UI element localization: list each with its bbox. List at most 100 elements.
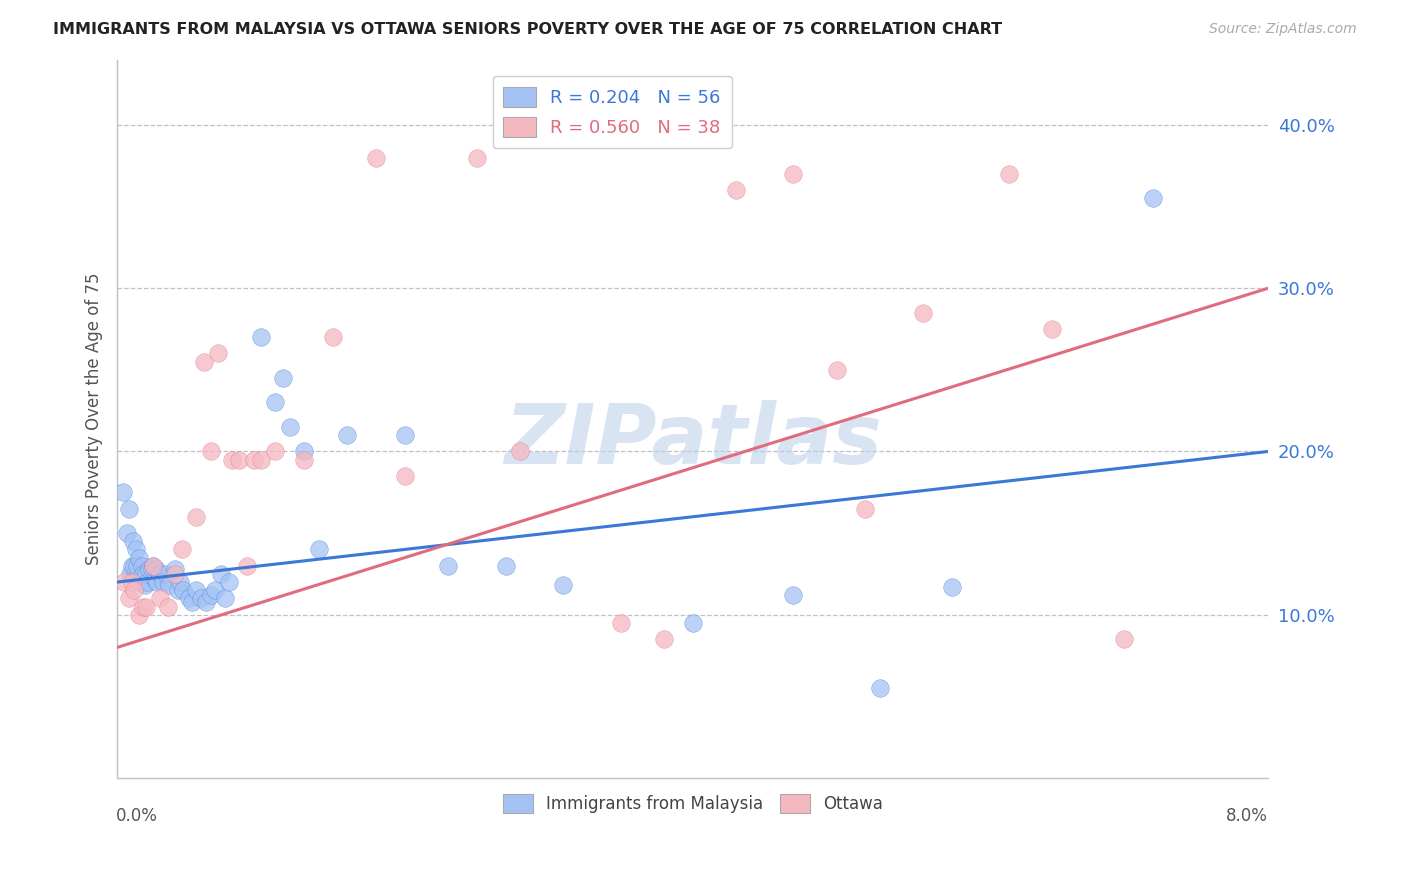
Point	[128, 550, 150, 565]
Point	[366, 151, 388, 165]
Point	[118, 591, 141, 606]
Point	[181, 595, 204, 609]
Point	[121, 558, 143, 573]
Point	[292, 452, 315, 467]
Point	[200, 444, 222, 458]
Point	[132, 599, 155, 614]
Point	[112, 575, 135, 590]
Point	[143, 572, 166, 586]
Point	[207, 346, 229, 360]
Point	[250, 452, 273, 467]
Y-axis label: Seniors Poverty Over the Age of 75: Seniors Poverty Over the Age of 75	[86, 273, 103, 565]
Point	[1114, 632, 1136, 647]
Point	[394, 469, 416, 483]
Point	[209, 566, 232, 581]
Text: 8.0%: 8.0%	[1226, 806, 1268, 825]
Point	[145, 562, 167, 576]
Point	[228, 452, 250, 467]
Point	[682, 615, 704, 630]
Point	[271, 371, 294, 385]
Point	[117, 526, 139, 541]
Point	[170, 542, 193, 557]
Point	[149, 566, 172, 581]
Point	[509, 444, 531, 458]
Point	[724, 183, 747, 197]
Point	[124, 558, 146, 573]
Point	[127, 558, 149, 573]
Point	[141, 562, 163, 576]
Point	[200, 588, 222, 602]
Point	[156, 599, 179, 614]
Point	[853, 501, 876, 516]
Point	[135, 566, 157, 581]
Point	[243, 452, 266, 467]
Point	[782, 167, 804, 181]
Point	[437, 558, 460, 573]
Point	[186, 509, 208, 524]
Point	[166, 583, 188, 598]
Point	[941, 580, 963, 594]
Point	[152, 575, 174, 590]
Point	[118, 501, 141, 516]
Point	[157, 578, 180, 592]
Point	[122, 534, 145, 549]
Point	[128, 607, 150, 622]
Point	[221, 452, 243, 467]
Point	[609, 615, 631, 630]
Point	[218, 575, 240, 590]
Point	[336, 428, 359, 442]
Point	[465, 151, 488, 165]
Point	[120, 566, 142, 581]
Point	[146, 575, 169, 590]
Point	[322, 330, 344, 344]
Point	[172, 583, 194, 598]
Text: Source: ZipAtlas.com: Source: ZipAtlas.com	[1209, 22, 1357, 37]
Point	[125, 542, 148, 557]
Point	[149, 591, 172, 606]
Legend: Immigrants from Malaysia, Ottawa: Immigrants from Malaysia, Ottawa	[496, 788, 890, 820]
Point	[124, 583, 146, 598]
Point	[782, 588, 804, 602]
Point	[121, 575, 143, 590]
Point	[553, 578, 575, 592]
Point	[195, 595, 218, 609]
Text: ZIPatlas: ZIPatlas	[503, 400, 882, 481]
Point	[214, 591, 236, 606]
Point	[129, 575, 152, 590]
Point	[308, 542, 330, 557]
Point	[235, 558, 257, 573]
Point	[1142, 191, 1164, 205]
Point	[155, 566, 177, 581]
Point	[825, 363, 848, 377]
Point	[394, 428, 416, 442]
Point	[142, 558, 165, 573]
Point	[186, 583, 208, 598]
Point	[179, 591, 201, 606]
Point	[911, 306, 934, 320]
Point	[163, 566, 186, 581]
Point	[250, 330, 273, 344]
Point	[111, 485, 134, 500]
Point	[136, 575, 159, 590]
Point	[652, 632, 675, 647]
Point	[134, 578, 156, 592]
Text: 0.0%: 0.0%	[117, 806, 157, 825]
Point	[190, 591, 212, 606]
Point	[204, 583, 226, 598]
Text: IMMIGRANTS FROM MALAYSIA VS OTTAWA SENIORS POVERTY OVER THE AGE OF 75 CORRELATIO: IMMIGRANTS FROM MALAYSIA VS OTTAWA SENIO…	[53, 22, 1002, 37]
Point	[278, 420, 301, 434]
Point	[138, 562, 160, 576]
Point	[869, 681, 891, 696]
Point	[193, 354, 215, 368]
Point	[169, 575, 191, 590]
Point	[135, 599, 157, 614]
Point	[131, 558, 153, 573]
Point	[1040, 322, 1063, 336]
Point	[264, 395, 287, 409]
Point	[142, 558, 165, 573]
Point	[495, 558, 517, 573]
Point	[163, 562, 186, 576]
Point	[132, 566, 155, 581]
Point	[264, 444, 287, 458]
Point	[292, 444, 315, 458]
